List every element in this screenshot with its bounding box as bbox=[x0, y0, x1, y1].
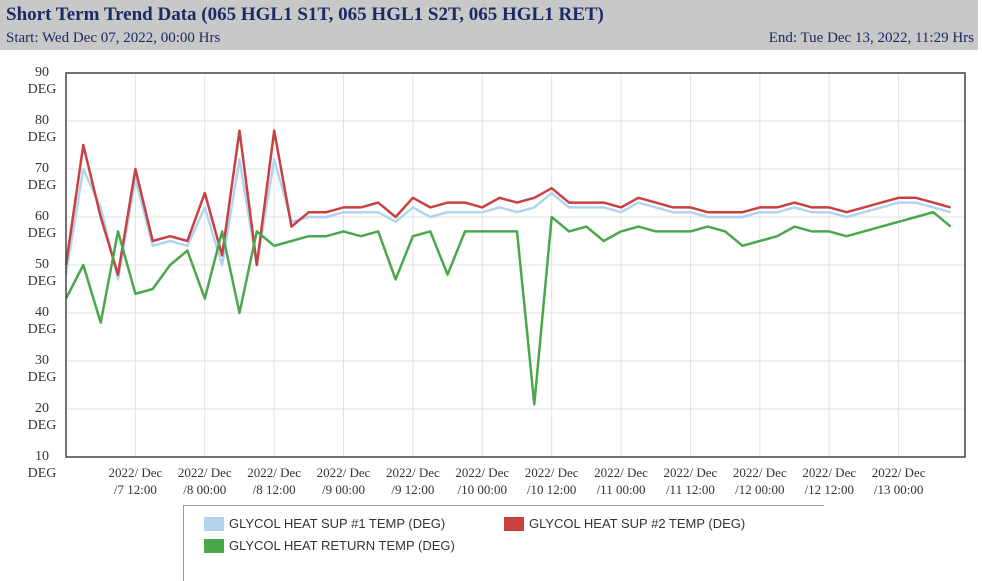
legend-swatch bbox=[504, 516, 524, 531]
x-tick-label: 2022/ Dec /12 00:00 bbox=[732, 465, 787, 497]
x-tick-label: 2022/ Dec /12 12:00 bbox=[802, 465, 857, 497]
series-line bbox=[64, 158, 951, 281]
series-line bbox=[64, 210, 952, 406]
title: Short Term Trend Data (065 HGL1 S1T, 065… bbox=[6, 4, 604, 25]
series-line bbox=[64, 129, 951, 276]
x-tick-label: 2022/ Dec /10 12:00 bbox=[524, 465, 579, 497]
x-tick-label: 2022/ Dec /8 12:00 bbox=[247, 465, 302, 497]
legend-swatch bbox=[204, 538, 224, 553]
y-tick-label: 20 DEG bbox=[27, 401, 57, 433]
legend-label: GLYCOL HEAT RETURN TEMP (DEG) bbox=[229, 538, 455, 553]
x-tick-label: 2022/ Dec /11 12:00 bbox=[663, 465, 718, 497]
legend-label: GLYCOL HEAT SUP #1 TEMP (DEG) bbox=[229, 516, 446, 531]
legend-swatch bbox=[204, 516, 224, 531]
x-tick-label: 2022/ Dec /10 00:00 bbox=[455, 465, 510, 497]
y-tick-label: 70 DEG bbox=[27, 161, 57, 193]
legend-item: GLYCOL HEAT SUP #2 TEMP (DEG) bbox=[504, 516, 745, 531]
y-tick-label: 60 DEG bbox=[27, 209, 57, 241]
legend: GLYCOL HEAT SUP #1 TEMP (DEG) GLYCOL HEAT… bbox=[183, 505, 824, 581]
legend-item: GLYCOL HEAT RETURN TEMP (DEG) bbox=[204, 538, 455, 553]
y-tick-label: 10 DEG bbox=[27, 449, 57, 481]
y-tick-label: 40 DEG bbox=[27, 305, 57, 337]
legend-label: GLYCOL HEAT SUP #2 TEMP (DEG) bbox=[529, 516, 746, 531]
x-tick-label: 2022/ Dec /7 12:00 bbox=[108, 465, 163, 497]
start-time: Start: Wed Dec 07, 2022, 00:00 Hrs bbox=[6, 30, 221, 46]
plot-border bbox=[65, 72, 966, 458]
header: Short Term Trend Data (065 HGL1 S1T, 065… bbox=[0, 0, 978, 50]
end-time: End: Tue Dec 13, 2022, 11:29 Hrs bbox=[768, 30, 974, 46]
legend-item: GLYCOL HEAT SUP #1 TEMP (DEG) bbox=[204, 516, 445, 531]
x-tick-label: 2022/ Dec /8 00:00 bbox=[177, 465, 232, 497]
x-tick-label: 2022/ Dec /9 00:00 bbox=[316, 465, 371, 497]
x-tick-label: 2022/ Dec /11 00:00 bbox=[594, 465, 648, 497]
x-tick-label: 2022/ Dec /9 12:00 bbox=[386, 465, 440, 497]
y-tick-label: 90 DEG bbox=[27, 65, 57, 97]
y-tick-label: 50 DEG bbox=[27, 257, 57, 289]
x-tick-label: 2022/ Dec /13 00:00 bbox=[871, 465, 926, 497]
y-tick-label: 30 DEG bbox=[27, 353, 57, 385]
y-tick-label: 80 DEG bbox=[27, 113, 57, 145]
